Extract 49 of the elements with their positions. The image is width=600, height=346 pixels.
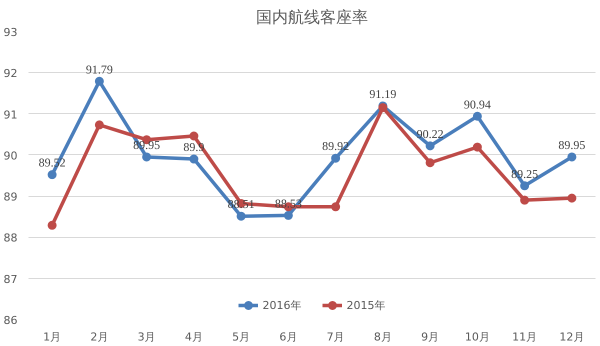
x-tick-label: 5月 — [232, 330, 250, 344]
point — [567, 194, 576, 203]
point — [236, 212, 246, 221]
x-tick-label: 9月 — [421, 330, 440, 344]
x-tick-label: 3月 — [138, 330, 156, 344]
y-tick-label: 90 — [4, 149, 18, 162]
point — [426, 141, 435, 150]
point — [284, 210, 293, 220]
point — [472, 112, 482, 121]
point — [331, 202, 340, 212]
x-tick-label: 2月 — [90, 330, 108, 344]
x-tick-label: 7月 — [326, 330, 345, 344]
point — [48, 220, 57, 230]
point — [426, 158, 435, 168]
point — [189, 154, 198, 164]
data-label: 88.53 — [274, 196, 302, 210]
y-tick-label: 87 — [4, 272, 18, 286]
data-label: 90.22 — [416, 126, 444, 141]
point — [520, 181, 530, 190]
legend-label: 2015年 — [346, 298, 386, 312]
point — [48, 170, 57, 180]
x-tick-label: 6月 — [279, 330, 298, 344]
y-tick-label: 91 — [4, 108, 18, 122]
y-tick-label: 88 — [4, 232, 18, 245]
point — [520, 196, 530, 205]
legend-label: 2016年 — [262, 298, 302, 312]
point — [331, 154, 340, 163]
data-label: 91.79 — [86, 62, 113, 76]
x-tick-label: 1月 — [43, 330, 62, 344]
point — [189, 132, 198, 140]
y-tick-label: 93 — [4, 26, 18, 39]
data-label: 89.95 — [558, 138, 586, 152]
y-tick-label: 89 — [4, 190, 18, 204]
y-tick-label: 92 — [4, 67, 18, 80]
x-tick-label: 8月 — [374, 330, 392, 344]
point — [94, 76, 104, 86]
data-label: 91.19 — [369, 86, 396, 101]
x-tick-label: 12月 — [559, 330, 584, 344]
data-label: 90.94 — [464, 97, 491, 112]
data-label: 88.51 — [228, 197, 255, 212]
chart-title: 国内航线客座率 — [256, 8, 368, 26]
x-tick-label: 10月 — [464, 330, 490, 344]
point — [567, 152, 576, 162]
point — [94, 120, 104, 130]
x-tick-label: 11月 — [512, 330, 538, 344]
point — [472, 142, 482, 152]
point — [142, 152, 152, 162]
x-tick-label: 4月 — [184, 330, 203, 344]
y-tick-label: 86 — [4, 314, 18, 327]
